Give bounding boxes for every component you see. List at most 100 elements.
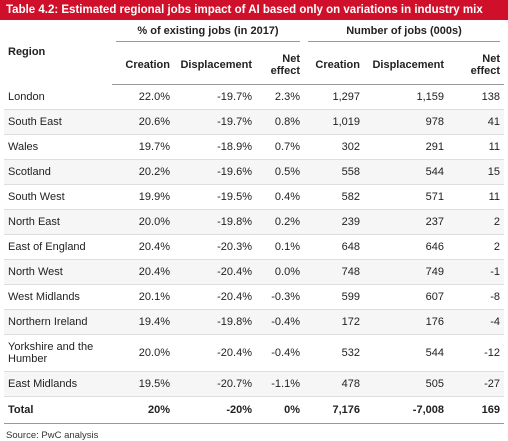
region-header: Region [8, 46, 46, 59]
region-name: West Midlands [4, 284, 112, 310]
region-name: East Midlands [4, 371, 112, 397]
table-row: East Midlands 19.5% -20.7% -1.1% 478 505 -27 [4, 371, 505, 397]
cell-value: 20.4% [112, 259, 174, 285]
region-name: Scotland [4, 159, 112, 185]
cell-value: 20.6% [112, 109, 174, 135]
table-row: London 22.0% -19.7% 2.3% 1,297 1,159 138 [4, 84, 505, 110]
table-row: Northern Ireland 19.4% -19.8% -0.4% 172 176 -4 [4, 309, 505, 335]
cell-value: 0.7% [256, 134, 304, 160]
cell-value: 646 [364, 234, 448, 260]
cell-value: 478 [304, 371, 364, 397]
table-row: North West 20.4% -20.4% 0.0% 748 749 -1 [4, 259, 505, 285]
cell-value: 1,159 [364, 84, 448, 110]
table-row: East of England 20.4% -20.3% 0.1% 648 646 2 [4, 234, 505, 260]
cell-value: -0.4% [256, 309, 304, 335]
group-label: Number of jobs (000s) [308, 25, 501, 42]
total-value: 169 [448, 396, 505, 424]
cell-value: 544 [364, 159, 448, 185]
cell-value: 19.4% [112, 309, 174, 335]
cell-value: 0.0% [256, 259, 304, 285]
cell-value: -19.6% [174, 159, 256, 185]
table-title: Table 4.2: Estimated regional jobs impac… [0, 0, 508, 20]
cell-value: 2.3% [256, 84, 304, 110]
cell-value: -0.4% [256, 334, 304, 372]
cell-value: -19.8% [174, 209, 256, 235]
cell-value: -19.7% [174, 84, 256, 110]
total-value: -20% [174, 396, 256, 424]
cell-value: 648 [304, 234, 364, 260]
column-header: Creation [304, 46, 364, 85]
total-value: 20% [112, 396, 174, 424]
cell-value: 0.5% [256, 159, 304, 185]
cell-value: 607 [364, 284, 448, 310]
cell-value: -0.3% [256, 284, 304, 310]
table-row: West Midlands 20.1% -20.4% -0.3% 599 607 -8 [4, 284, 505, 310]
region-name: North East [4, 209, 112, 235]
cell-value: 505 [364, 371, 448, 397]
cell-value: -19.8% [174, 309, 256, 335]
column-header: Net effect [448, 46, 505, 85]
cell-value: -8 [448, 284, 505, 310]
cell-value: 20.4% [112, 234, 174, 260]
cell-value: 20.0% [112, 209, 174, 235]
cell-value: -20.4% [174, 334, 256, 372]
total-row: Total 20% -20% 0% 7,176 -7,008 169 [4, 396, 505, 424]
cell-value: 0.1% [256, 234, 304, 260]
cell-value: 15 [448, 159, 505, 185]
cell-value: 2 [448, 234, 505, 260]
cell-value: 582 [304, 184, 364, 210]
cell-value: 2 [448, 209, 505, 235]
region-name: North West [4, 259, 112, 285]
column-header: Net effect [256, 46, 304, 85]
cell-value: 0.4% [256, 184, 304, 210]
cell-value: 571 [364, 184, 448, 210]
cell-value: 532 [304, 334, 364, 372]
cell-value: 20.2% [112, 159, 174, 185]
cell-value: 176 [364, 309, 448, 335]
source-note: Source: PwC analysis [6, 430, 99, 441]
cell-value: 544 [364, 334, 448, 372]
cell-value: 748 [304, 259, 364, 285]
cell-value: -1 [448, 259, 505, 285]
cell-value: 0.8% [256, 109, 304, 135]
cell-value: -19.7% [174, 109, 256, 135]
cell-value: 11 [448, 134, 505, 160]
group-header-row: Region % of existing jobs (in 2017) Numb… [4, 20, 504, 58]
cell-value: -20.7% [174, 371, 256, 397]
column-header: Displacement [364, 46, 448, 85]
region-name: Yorkshire and the Humber [4, 334, 112, 372]
total-label: Total [4, 396, 112, 424]
cell-value: 1,019 [304, 109, 364, 135]
jobs-table: Region % of existing jobs (in 2017) Numb… [4, 20, 505, 424]
cell-value: -27 [448, 371, 505, 397]
cell-value: 19.7% [112, 134, 174, 160]
cell-value: 0.2% [256, 209, 304, 235]
cell-value: 20.0% [112, 334, 174, 372]
table-row: Scotland 20.2% -19.6% 0.5% 558 544 15 [4, 159, 505, 185]
cell-value: 558 [304, 159, 364, 185]
cell-value: 1,297 [304, 84, 364, 110]
cell-value: 19.5% [112, 371, 174, 397]
group-header: % of existing jobs (in 2017) [112, 20, 304, 46]
region-name: London [4, 84, 112, 110]
cell-value: -4 [448, 309, 505, 335]
region-name: South West [4, 184, 112, 210]
cell-value: 41 [448, 109, 505, 135]
cell-value: -20.4% [174, 284, 256, 310]
total-value: 0% [256, 396, 304, 424]
table-row: Yorkshire and the Humber 20.0% -20.4% -0.4%… [4, 334, 505, 372]
cell-value: 239 [304, 209, 364, 235]
region-name: Northern Ireland [4, 309, 112, 335]
cell-value: 749 [364, 259, 448, 285]
column-header: Displacement [174, 46, 256, 85]
cell-value: 11 [448, 184, 505, 210]
region-name: South East [4, 109, 112, 135]
region-name: Wales [4, 134, 112, 160]
cell-value: 22.0% [112, 84, 174, 110]
cell-value: 291 [364, 134, 448, 160]
cell-value: -1.1% [256, 371, 304, 397]
cell-value: 138 [448, 84, 505, 110]
region-name: East of England [4, 234, 112, 260]
table-row: South West 19.9% -19.5% 0.4% 582 571 11 [4, 184, 505, 210]
